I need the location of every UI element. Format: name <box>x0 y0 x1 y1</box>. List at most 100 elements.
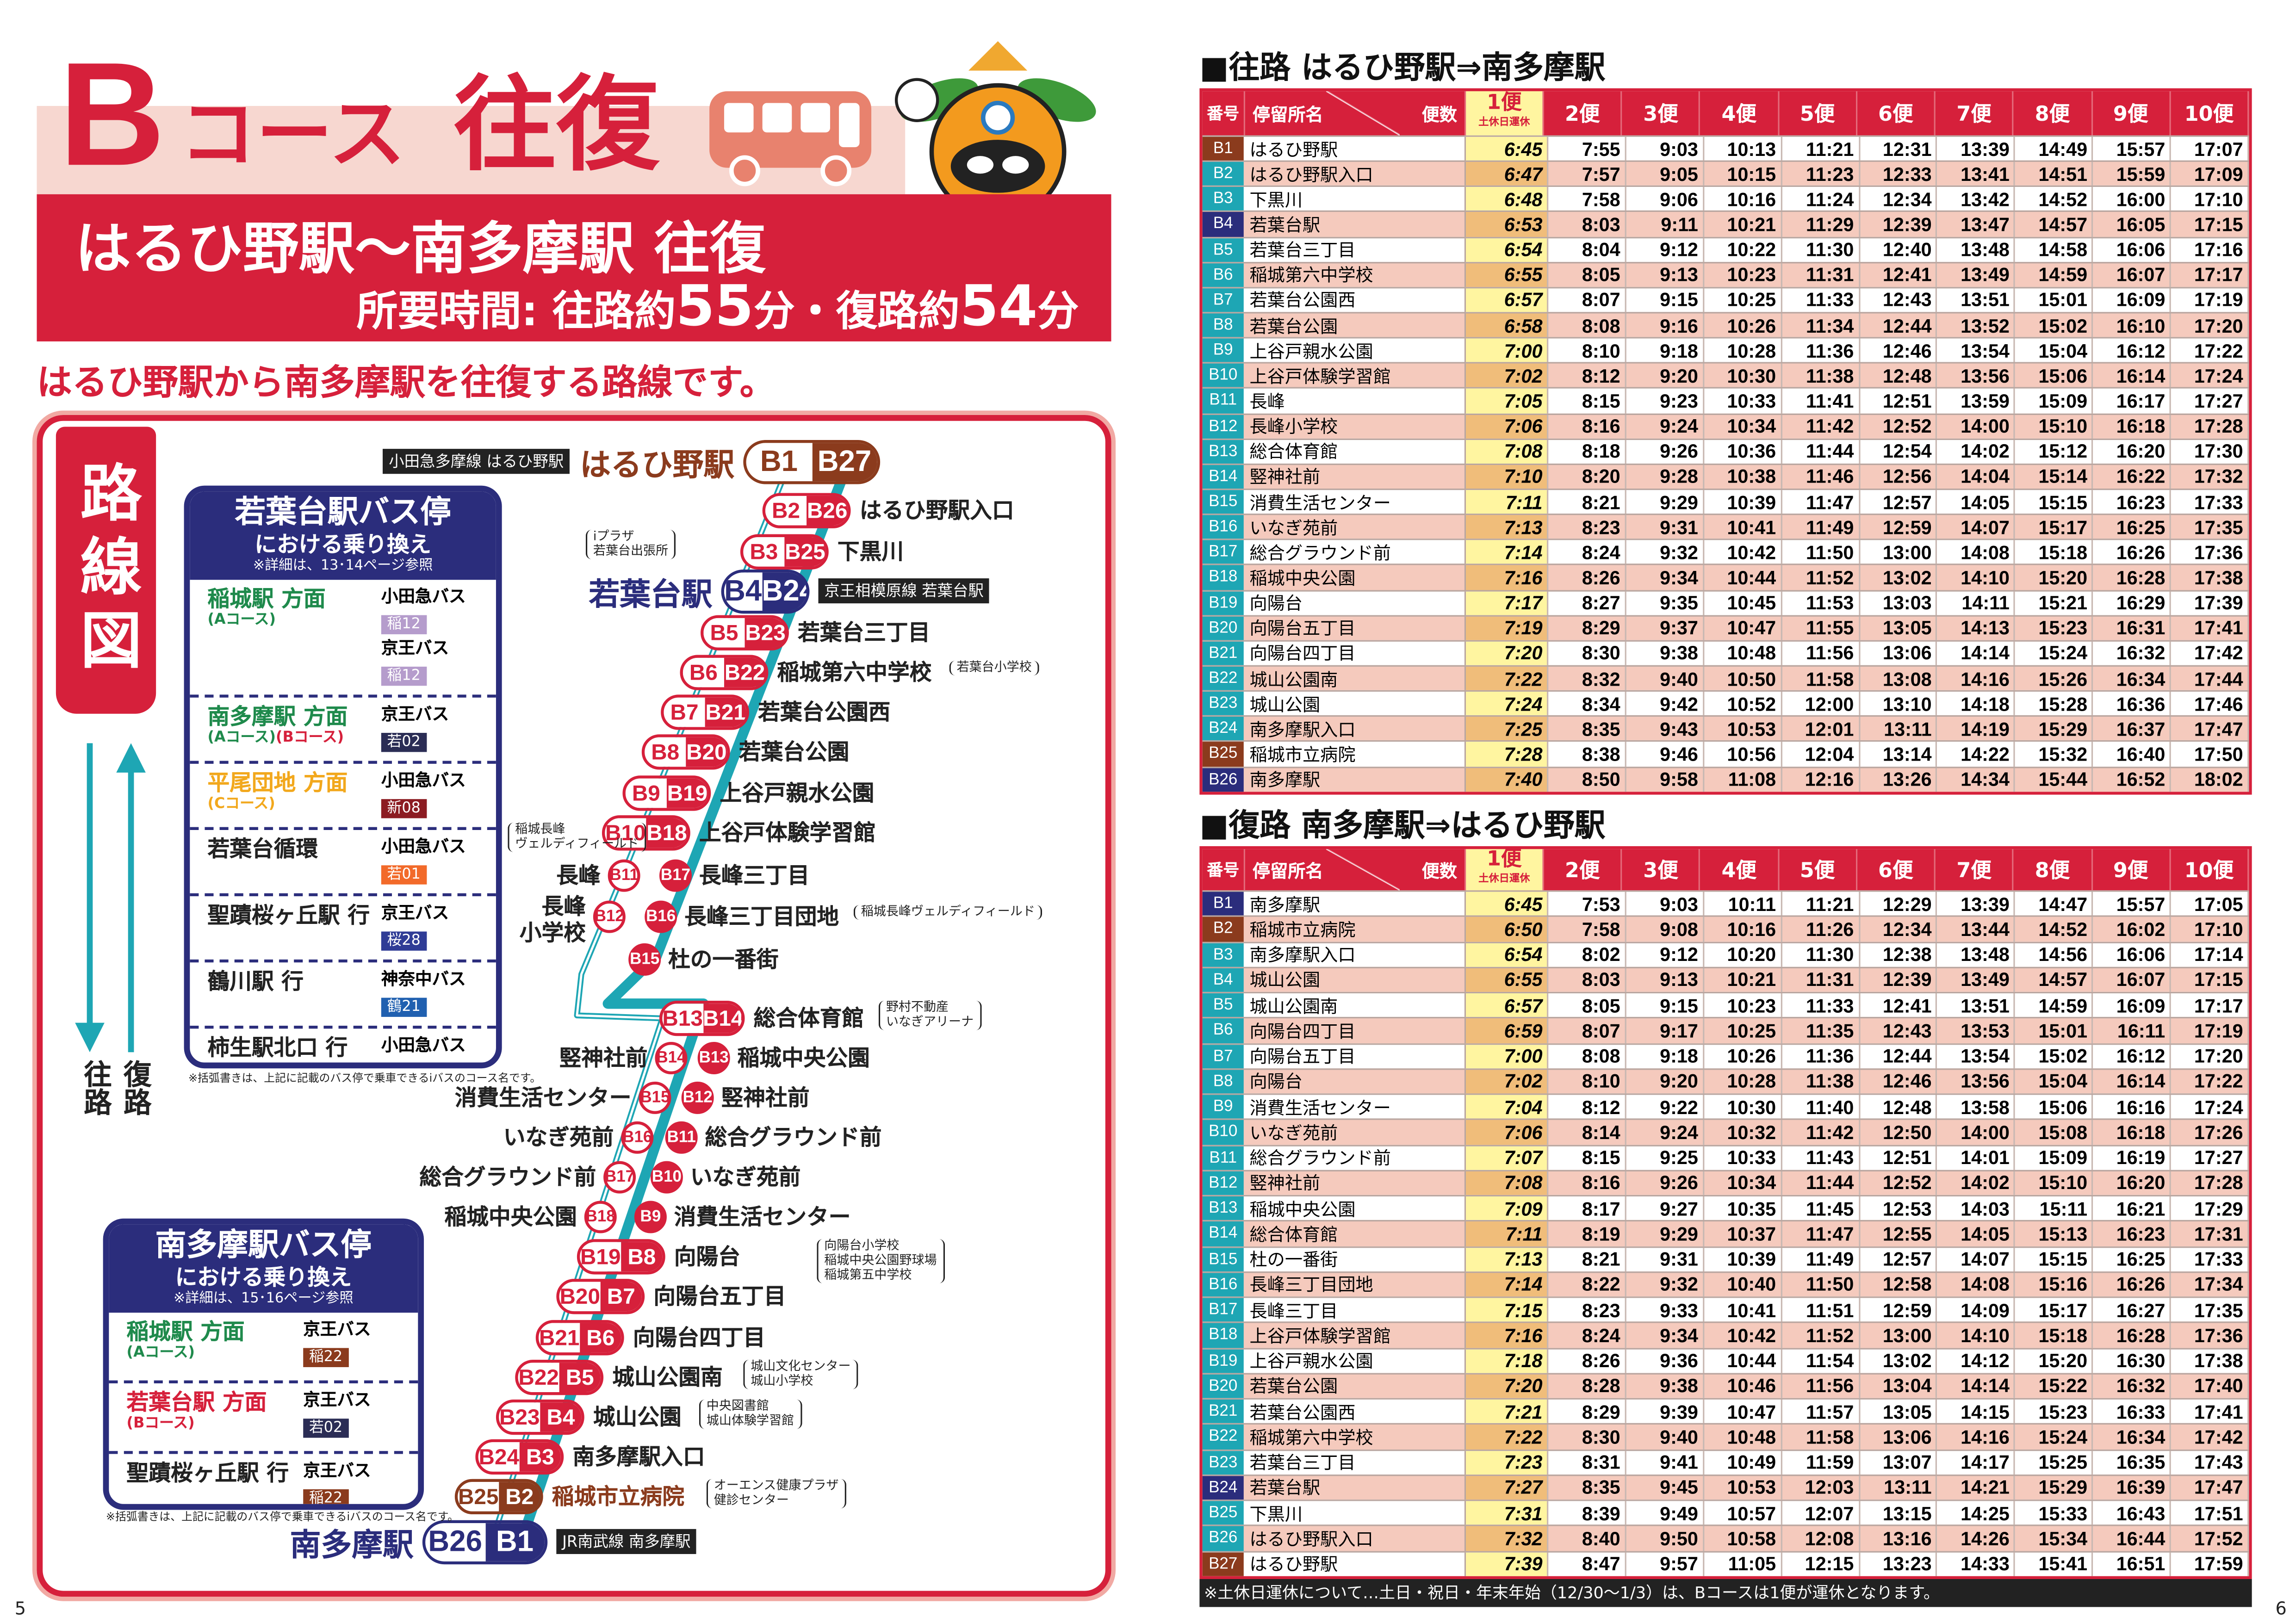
stop-name: 長峰三丁目 <box>1244 1298 1466 1322</box>
departure-time: 10:33 <box>1704 389 1782 413</box>
departure-time: 9:12 <box>1626 237 1704 262</box>
departure-time: 10:41 <box>1704 515 1782 539</box>
departure-time: 8:24 <box>1548 1323 1626 1348</box>
departure-time: 15:44 <box>2016 767 2093 792</box>
departure-time: 8:29 <box>1548 616 1626 640</box>
table-header: 番号 停留所名 便数 1便 土休日運休 2便 3便 4便 5便 6便 7便 8便 9便 10便 <box>1202 849 2249 891</box>
departure-time: 16:14 <box>2093 1069 2172 1094</box>
departure-time: 15:33 <box>2016 1501 2093 1525</box>
header-trip-6: 6便 <box>1857 91 1936 136</box>
trip-label: 3便 <box>1643 859 1678 883</box>
transfer-list: 稲城駅 方面 (Aコース) 小田急バス 稲12 京王バス 稲12 南多摩駅 方面 (Aコース)… <box>190 580 496 1069</box>
departure-time: 13:00 <box>1860 1323 1938 1348</box>
departure-time: 15:41 <box>2016 1552 2093 1576</box>
stop-number-badge: B15 <box>1202 1247 1244 1271</box>
departure-time: 17:24 <box>2171 364 2249 388</box>
departure-time: 12:51 <box>1860 1146 1938 1170</box>
departure-time: 14:07 <box>1937 1247 2016 1271</box>
departure-time: 12:52 <box>1860 414 1938 438</box>
departure-time: 9:15 <box>1626 993 1704 1017</box>
departure-time: 14:47 <box>2016 892 2093 916</box>
departure-time: 12:46 <box>1860 1069 1938 1094</box>
departure-time: 16:34 <box>2093 1425 2172 1449</box>
transfer-footnote: ※括弧書きは、上記に記載のバス停で乗車できるiバスのコース名です。 <box>188 1071 541 1085</box>
stop-name: 若葉台三丁目 <box>1244 1450 1466 1474</box>
stop-name: 上谷戸親水公園 <box>1244 1349 1466 1373</box>
departure-time: 13:08 <box>1860 666 1938 691</box>
departure-time: 17:05 <box>2171 892 2249 916</box>
departure-time: 12:57 <box>1860 490 1938 514</box>
departure-time: 9:38 <box>1626 1374 1704 1398</box>
departure-time: 11:42 <box>1782 1120 1860 1145</box>
stop-name-outbound: いなぎ苑前 <box>503 1124 614 1151</box>
return-section-title: ■復路 南多摩駅⇒はるひ野駅 <box>1199 808 1606 843</box>
departure-time: 13:06 <box>1860 641 1938 665</box>
departure-time: 9:34 <box>1626 1323 1704 1348</box>
return-label: 復路 <box>119 1059 152 1116</box>
departure-time: 17:22 <box>2171 1069 2249 1094</box>
departure-time: 8:26 <box>1548 1349 1626 1373</box>
stop-number-pill: B8 B20 <box>641 734 730 770</box>
departure-time: 11:45 <box>1782 1196 1860 1220</box>
departure-time: 17:15 <box>2171 968 2249 992</box>
departure-time: 12:34 <box>1860 917 1938 942</box>
departure-time: 7:09 <box>1466 1196 1549 1220</box>
stop-name: 若葉台公園 <box>738 738 850 766</box>
departure-time: 7:40 <box>1466 767 1549 792</box>
departure-time: 14:02 <box>1937 1171 2016 1195</box>
stop-number-badge: B11 <box>1202 1146 1244 1170</box>
stop-name: 稲城市立病院 <box>1244 742 1466 766</box>
departure-time: 16:40 <box>2093 742 2172 766</box>
departure-time: 14:34 <box>1937 767 2016 792</box>
departure-time: 7:22 <box>1466 1425 1549 1449</box>
departure-time: 16:21 <box>2093 1196 2172 1220</box>
departure-time: 17:35 <box>2171 515 2249 539</box>
return-stop-number: B24 <box>762 572 807 611</box>
departure-time: 12:46 <box>1860 338 1938 363</box>
stop-number-pill: B9 B19 <box>622 775 711 811</box>
table-row: B11 総合グラウンド前 7:07 8:15 9:25 10:33 11:43 12:51 14… <box>1202 1144 2249 1170</box>
stop-number-badge: B7 <box>1202 1044 1244 1068</box>
departure-time: 17:39 <box>2171 591 2249 615</box>
bus-company: 京王バス <box>381 637 449 658</box>
header-trip-5: 5便 <box>1779 91 1857 136</box>
stop-name: 総合体育館 <box>1244 440 1466 464</box>
stop-name: 下黒川 <box>1244 1501 1466 1525</box>
departure-time: 7:22 <box>1466 666 1549 691</box>
transfer-destination-block: 若葉台循環 <box>207 836 318 887</box>
stop-name-return: 竪神社前 <box>721 1084 810 1111</box>
table-row: B26 はるひ野駅入口 7:32 8:40 9:50 10:58 12:08 13:16 14:… <box>1202 1525 2249 1550</box>
stop-number-badge: B13 <box>1202 1196 1244 1220</box>
course-word: コース <box>180 91 406 180</box>
bus-route-code: 柿24 <box>381 1064 427 1069</box>
return-stop-number: B20 <box>686 737 727 767</box>
departure-time: 9:15 <box>1626 288 1704 312</box>
departure-time: 7:58 <box>1548 187 1626 211</box>
departure-time: 17:10 <box>2171 187 2249 211</box>
stop-number-pill: B6 B22 <box>680 655 769 690</box>
departure-time: 7:31 <box>1466 1501 1549 1525</box>
departure-time: 10:48 <box>1704 641 1782 665</box>
transfer-destination: 柿生駅北口 行 <box>207 1035 348 1061</box>
departure-time: 17:34 <box>2171 1272 2249 1297</box>
departure-time: 6:57 <box>1466 288 1549 312</box>
departure-time: 11:58 <box>1782 1425 1860 1449</box>
departure-time: 16:11 <box>2093 1018 2172 1043</box>
departure-time: 12:40 <box>1860 237 1938 262</box>
table-row: B25 下黒川 7:31 8:39 9:49 10:57 12:07 13:15 14:25 15… <box>1202 1499 2249 1525</box>
departure-time: 8:07 <box>1548 1018 1626 1043</box>
departure-time: 10:28 <box>1704 1069 1782 1094</box>
departure-time: 14:09 <box>1937 1298 2016 1322</box>
bus-company: 京王バス <box>303 1318 371 1339</box>
departure-time: 8:47 <box>1548 1552 1626 1576</box>
departure-time: 6:57 <box>1466 993 1549 1017</box>
header-trip-4: 4便 <box>1700 91 1779 136</box>
departure-time: 7:08 <box>1466 1171 1549 1195</box>
outbound-stop-number: B2 <box>765 496 807 526</box>
header-trip-9: 9便 <box>2092 91 2171 136</box>
departure-time: 16:23 <box>2093 490 2172 514</box>
departure-time: 13:05 <box>1860 616 1938 640</box>
departure-time: 14:05 <box>1937 1221 2016 1246</box>
departure-time: 10:16 <box>1704 187 1782 211</box>
departure-time: 9:31 <box>1626 515 1704 539</box>
